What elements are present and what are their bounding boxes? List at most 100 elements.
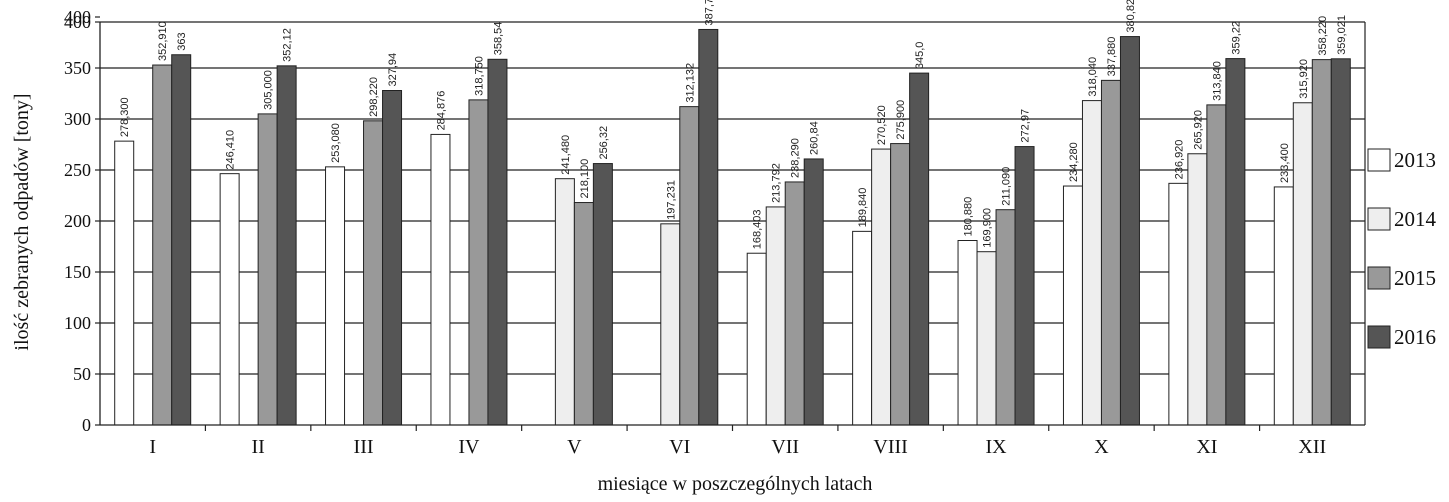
bar bbox=[765, 206, 786, 426]
data-label: 345,0 bbox=[914, 42, 926, 70]
data-label: 197,231 bbox=[665, 180, 677, 220]
data-label: 327,94 bbox=[387, 53, 399, 87]
bar bbox=[957, 240, 978, 426]
bar bbox=[871, 148, 892, 426]
data-label: 169,900 bbox=[982, 208, 994, 248]
x-category-label: V bbox=[567, 436, 582, 458]
bar bbox=[660, 223, 681, 426]
legend-label: 2015 bbox=[1394, 266, 1436, 290]
data-label: 272,97 bbox=[1020, 109, 1032, 143]
bar bbox=[1225, 58, 1246, 426]
data-label: 260,84 bbox=[809, 121, 821, 155]
legend: 2013 2014 2015 2016 bbox=[1367, 148, 1437, 349]
legend-label: 2014 bbox=[1394, 207, 1437, 231]
bar bbox=[573, 202, 594, 426]
data-label: 318,750 bbox=[473, 56, 485, 96]
data-label: 256,32 bbox=[598, 126, 610, 160]
data-label: 246,410 bbox=[225, 130, 237, 170]
y-axis-title: ilość zebranych odpadów [tony] bbox=[11, 93, 33, 350]
data-label: 253,080 bbox=[330, 123, 342, 163]
data-label: 233,400 bbox=[1279, 143, 1291, 183]
data-label: 358,54 bbox=[492, 22, 504, 56]
bar bbox=[1292, 102, 1313, 426]
bar bbox=[257, 113, 278, 426]
data-labels-layer: 278,300 352,910 363 246,410 305,000 352,12 253… bbox=[119, 0, 1348, 249]
data-label: 318,040 bbox=[1087, 57, 1099, 97]
grid-layer bbox=[100, 21, 1365, 375]
data-label: 236,920 bbox=[1173, 140, 1185, 180]
legend-label: 2016 bbox=[1394, 325, 1436, 349]
bar bbox=[1119, 36, 1140, 426]
data-label: 213,792 bbox=[771, 163, 783, 203]
data-label: 387,78 bbox=[703, 0, 715, 25]
data-label: 380,822 bbox=[1125, 0, 1137, 33]
y-tick-label: 400 bbox=[64, 7, 91, 27]
bar bbox=[325, 166, 346, 426]
bar bbox=[1187, 153, 1208, 426]
y-tick-label: 400 bbox=[64, 12, 91, 32]
legend-swatch bbox=[1367, 148, 1391, 172]
bar bbox=[592, 163, 613, 426]
bar bbox=[219, 173, 240, 426]
data-label: 238,290 bbox=[790, 138, 802, 178]
x-category-label: IV bbox=[458, 436, 480, 458]
bar bbox=[1168, 182, 1189, 426]
y-tick-label: 50 bbox=[73, 364, 91, 384]
bar bbox=[430, 133, 451, 426]
y-tick-label: 0 bbox=[82, 415, 91, 435]
legend-label: 2013 bbox=[1394, 148, 1436, 172]
bar bbox=[1330, 58, 1351, 426]
bars-layer bbox=[114, 28, 1351, 426]
x-category-label: I bbox=[149, 436, 156, 458]
data-label: 352,12 bbox=[282, 28, 294, 62]
bar bbox=[171, 54, 192, 426]
y-tick-label: 200 bbox=[64, 211, 91, 231]
bar bbox=[803, 158, 824, 426]
bar bbox=[890, 143, 911, 426]
bar bbox=[909, 72, 930, 426]
bar bbox=[976, 251, 997, 426]
data-label: 180,880 bbox=[963, 197, 975, 237]
legend-swatch bbox=[1367, 207, 1391, 231]
data-label: 315,920 bbox=[1298, 59, 1310, 99]
data-label: 241,480 bbox=[560, 135, 572, 175]
data-label: 234,280 bbox=[1068, 142, 1080, 182]
bar bbox=[784, 181, 805, 426]
data-label: 337,880 bbox=[1106, 37, 1118, 77]
bar bbox=[276, 65, 297, 426]
x-category-label: XI bbox=[1196, 436, 1217, 458]
bar bbox=[382, 90, 403, 426]
data-label: 270,520 bbox=[876, 105, 888, 145]
data-label: 265,920 bbox=[1192, 110, 1204, 150]
x-category-label: X bbox=[1094, 436, 1109, 458]
bar bbox=[554, 178, 575, 426]
x-axis-title: miesiące w poszczególnych latach bbox=[598, 473, 873, 495]
data-label: 218,100 bbox=[579, 159, 591, 199]
bar bbox=[1206, 104, 1227, 426]
data-label: 305,000 bbox=[263, 70, 275, 110]
x-category-label: VIII bbox=[873, 436, 907, 458]
data-label: 363 bbox=[176, 32, 188, 50]
x-category-label: II bbox=[251, 436, 264, 458]
y-tick-label: 300 bbox=[64, 109, 91, 129]
bar bbox=[1273, 186, 1294, 426]
x-category-label: VII bbox=[771, 436, 799, 458]
data-label: 278,300 bbox=[119, 97, 131, 137]
y-tick-label: 350 bbox=[64, 58, 91, 78]
data-label: 284,876 bbox=[435, 91, 447, 131]
x-category-label: III bbox=[354, 436, 374, 458]
x-category-label: XII bbox=[1298, 436, 1326, 458]
bar bbox=[363, 120, 384, 426]
y-tick-label: 250 bbox=[64, 160, 91, 180]
y-tick-label: 150 bbox=[64, 262, 91, 282]
data-label: 312,132 bbox=[684, 63, 696, 103]
data-label: 168,403 bbox=[752, 209, 764, 249]
data-label: 313,840 bbox=[1211, 61, 1223, 101]
y-tick-label: 100 bbox=[64, 313, 91, 333]
data-label: 298,220 bbox=[368, 77, 380, 117]
legend-swatch bbox=[1367, 325, 1391, 349]
bar bbox=[852, 230, 873, 426]
